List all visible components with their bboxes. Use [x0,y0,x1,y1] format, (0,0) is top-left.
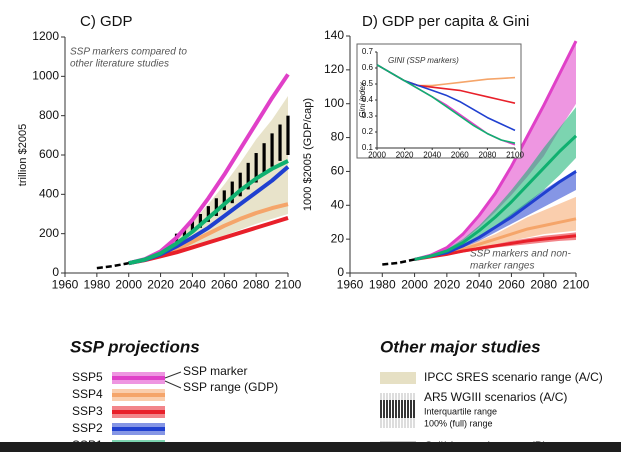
annotation: other literature studies [70,59,169,70]
y-tick-label: 0.1 [362,143,374,152]
literature-range [128,96,288,264]
ssp-marker-line [414,134,578,261]
ar5-bar [190,220,195,233]
ar5-bar [254,153,258,183]
x-tick-label: 2040 [423,151,441,160]
x-tick-label: 1960 [52,278,79,292]
x-tick-label: 2060 [498,278,525,292]
y-tick-label: 1200 [32,29,59,43]
legend-marker-swatch [112,410,165,414]
y-tick-label: 100 [324,96,344,110]
history-line [382,258,415,266]
annotation: SSP markers compared to [70,47,187,58]
y-tick-label: 0.2 [362,127,374,136]
y-tick-label: 800 [39,108,59,122]
y-tick-label: 0 [52,265,59,279]
y-tick-label: 0.4 [362,95,374,104]
chart-title: D) GDP per capita & Gini [362,13,529,30]
x-tick-label: 2080 [530,278,557,292]
y-axis-label: 1000 $2005 (GDP/cap) [302,98,314,211]
x-tick-label: 2060 [451,151,469,160]
y-tick-label: 120 [324,62,344,76]
annotation: SSP markers and non- [470,249,571,260]
ar5-bar [230,181,234,204]
ar5-bar [246,162,250,190]
x-tick-label: 2020 [396,151,414,160]
legend-marker-swatch [112,427,165,431]
x-tick-label: 2100 [275,278,302,292]
y-tick-label: 80 [331,130,345,144]
legend-note: SSP range (GDP) [183,380,278,394]
x-tick-label: 2040 [179,278,206,292]
y-axis-label: trillion $2005 [17,124,29,186]
legend-label: SSP3 [72,404,103,418]
x-tick-label: 1980 [84,278,111,292]
y-tick-label: 1000 [32,69,59,83]
leader [164,371,182,379]
x-tick-label: 1960 [337,278,364,292]
y-tick-label: 200 [39,226,59,240]
leader [164,380,182,389]
x-tick-label: 2000 [115,278,142,292]
legend-label: Interquartile range [424,406,497,416]
x-tick-label: 2000 [368,151,386,160]
legend-label: SSP4 [72,387,103,401]
ar5-bar [222,190,226,211]
x-tick-label: 2020 [434,278,461,292]
ar5-bar [270,133,274,167]
x-tick-label: 1980 [369,278,396,292]
x-tick-label: 2060 [211,278,238,292]
x-tick-label: 2020 [147,278,174,292]
y-tick-label: 600 [39,147,59,161]
legend-title: SSP projections [70,337,200,356]
y-tick-label: 0.7 [362,47,374,56]
legend-swatch [380,372,416,384]
x-tick-label: 2100 [563,278,590,292]
ar5-bar [286,115,290,155]
y-tick-label: 0.5 [362,79,374,88]
y-tick-label: 400 [39,187,59,201]
x-tick-label: 2000 [401,278,428,292]
y-tick-label: 0.6 [362,63,374,72]
ar5-bar [262,143,266,175]
legend-label: SSP5 [72,370,103,384]
history-line [96,261,129,270]
y-tick-label: 40 [331,197,345,211]
x-tick-label: 2040 [466,278,493,292]
legend-label: SSP2 [72,421,103,435]
ar5-bar [206,206,210,222]
inset-title: GINI (SSP markers) [388,56,459,65]
ssp-range [414,196,576,260]
x-tick-label: 2080 [243,278,270,292]
legend-note: SSP marker [183,364,247,378]
ar5-bar [214,198,218,216]
y-tick-label: 140 [324,28,344,42]
y-tick-label: 20 [331,231,345,245]
ar5-bar [278,124,282,161]
legend-marker-swatch [112,376,165,380]
ar5-bar [198,214,202,228]
ssp-marker-line [128,159,289,266]
y-axis-label: Gini index [358,81,367,118]
legend-label: IPCC SRES scenario range (A/C) [424,370,603,384]
x-tick-label: 2100 [506,151,524,160]
ar5-bar [238,172,242,197]
y-tick-label: 0.3 [362,111,374,120]
legend-marker-swatch [112,393,165,397]
x-tick-label: 2080 [479,151,497,160]
annotation: marker ranges [470,261,534,272]
legend-title: Other major studies [380,337,541,356]
ssp-range [414,107,576,260]
y-tick-label: 0 [337,265,344,279]
y-tick-label: 60 [331,164,345,178]
legend-label: AR5 WGIII scenarios (A/C) [424,390,567,404]
ssp-marker-line [414,40,578,261]
legend-label: 100% (full) range [424,418,493,428]
taskbar [0,442,621,452]
ssp-marker-line [376,64,516,144]
ar5-bar [182,227,187,238]
chart-title: C) GDP [80,13,133,30]
